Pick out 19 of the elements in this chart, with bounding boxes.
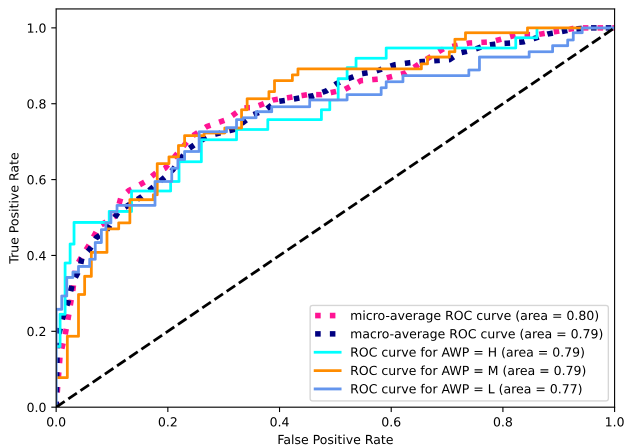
y-tick-label: 0.0 bbox=[27, 402, 46, 412]
x-tick-label: 1.0 bbox=[606, 417, 624, 427]
x-tick-label: 0.8 bbox=[494, 417, 512, 427]
legend-label: micro-average ROC curve (area = 0.80) bbox=[351, 310, 598, 323]
legend-label: macro-average ROC curve (area = 0.79) bbox=[351, 328, 602, 341]
y-tick-label: 0.2 bbox=[27, 326, 46, 336]
legend-label: ROC curve for AWP = L (area = 0.77) bbox=[351, 384, 582, 395]
x-tick-label: 0.6 bbox=[382, 417, 400, 427]
legend-label: ROC curve for AWP = M (area = 0.79) bbox=[351, 365, 586, 377]
x-tick-label: 0.0 bbox=[47, 417, 66, 427]
y-tick-label: 0.8 bbox=[27, 99, 46, 109]
legend-label: ROC curve for AWP = H (area = 0.79) bbox=[351, 347, 584, 358]
y-tick-label: 0.4 bbox=[27, 250, 46, 260]
x-axis-title: False Positive Rate bbox=[278, 434, 393, 444]
y-axis-title: True Positive Rate bbox=[8, 153, 19, 264]
y-tick-label: 0.6 bbox=[27, 175, 46, 185]
x-tick-label: 0.4 bbox=[270, 417, 289, 427]
x-tick-label: 0.2 bbox=[158, 417, 177, 427]
y-tick-label: 1.0 bbox=[28, 23, 46, 33]
